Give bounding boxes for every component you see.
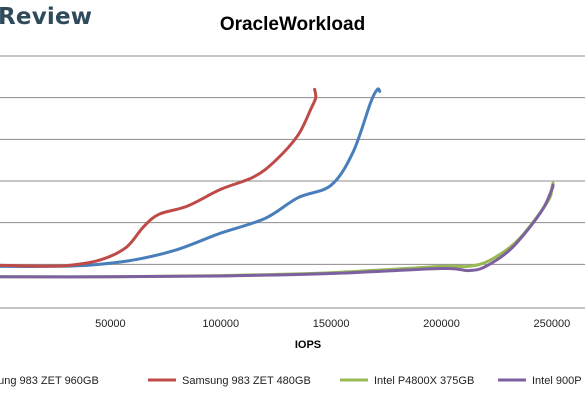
x-tick-label: 100000 — [202, 318, 239, 330]
legend-label-2: Samsung 983 ZET 480GB — [182, 375, 311, 387]
legend: Samsung 983 ZET 960GB Samsung 983 ZET 480… — [0, 375, 582, 387]
x-tick-label: 50000 — [95, 318, 126, 330]
x-tick-label: 150000 — [313, 318, 350, 330]
series-line-4 — [0, 183, 555, 279]
series-lines — [0, 87, 555, 279]
x-axis-ticks: 50000 100000 150000 200000 250000 — [95, 318, 570, 330]
legend-label-1: Samsung 983 ZET 960GB — [0, 375, 99, 387]
legend-label-3: Intel P4800X 375GB — [374, 375, 474, 387]
x-tick-label: 200000 — [423, 318, 460, 330]
series-line-1 — [0, 87, 382, 268]
gridlines — [0, 55, 585, 309]
x-axis-label: IOPS — [295, 339, 321, 351]
series-line-2 — [0, 87, 318, 268]
x-tick-label: 250000 — [534, 318, 571, 330]
legend-label-4: Intel 900P — [532, 375, 582, 387]
logo-text: Review — [0, 4, 93, 30]
chart-title: OracleWorkload — [219, 14, 366, 35]
